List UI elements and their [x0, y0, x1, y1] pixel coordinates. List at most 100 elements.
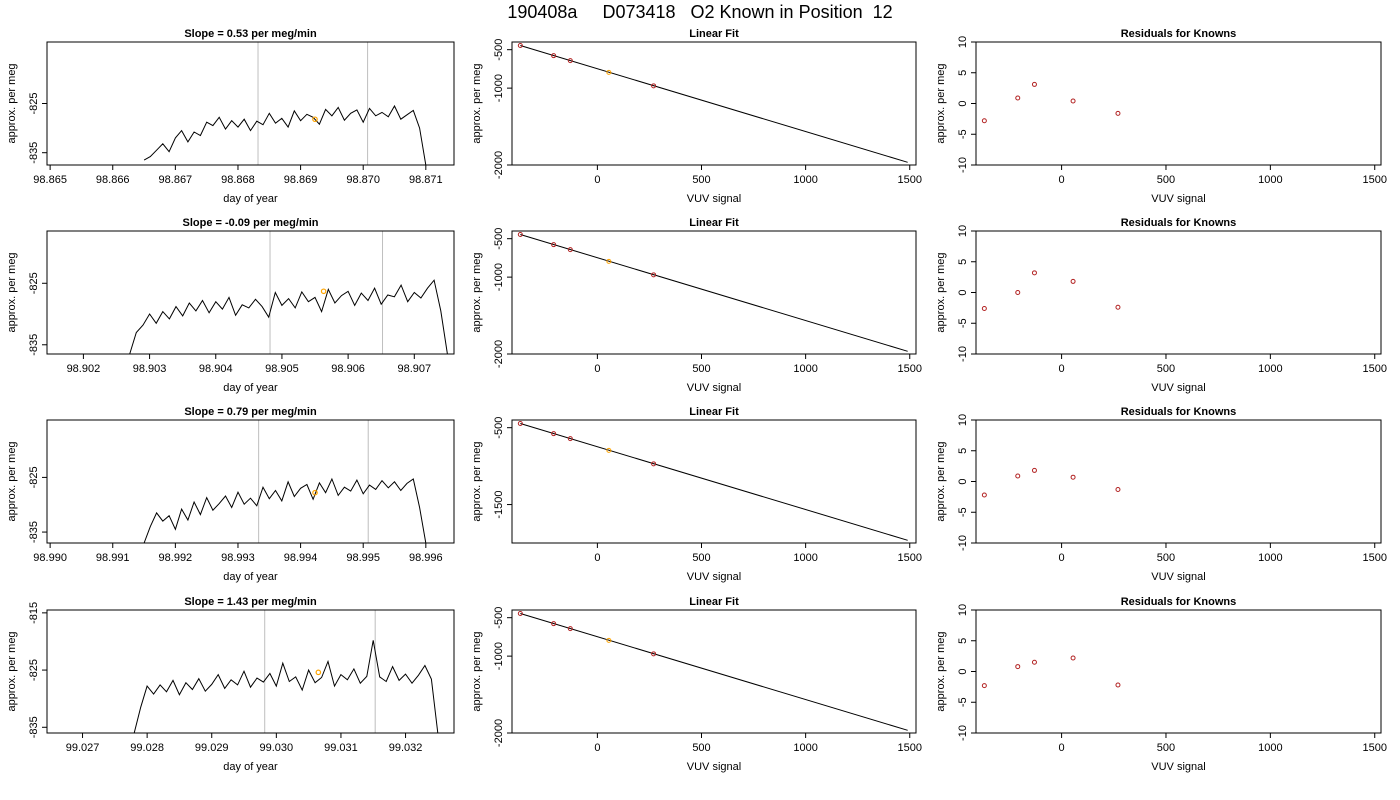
y-tick-label: -10 — [957, 535, 969, 551]
highlight-point — [315, 669, 322, 676]
plot-frame — [975, 230, 1382, 355]
x-tick-label: 99.028 — [130, 742, 164, 754]
x-tick-label: 98.866 — [96, 174, 130, 186]
series-line — [143, 104, 427, 165]
x-tick-label: 0 — [594, 552, 600, 564]
x-tick-label: 98.870 — [346, 174, 380, 186]
y-tick-label: -10 — [957, 157, 969, 173]
x-tick-label: 98.903 — [133, 363, 167, 375]
y-tick-label: 10 — [957, 604, 969, 616]
data-point — [1031, 659, 1037, 665]
plot-frame — [46, 419, 455, 544]
panel-title: Residuals for Knowns — [1121, 217, 1237, 229]
data-point — [567, 58, 573, 64]
x-tick-label: 1500 — [1362, 742, 1386, 754]
y-tick-label: 0 — [957, 100, 969, 106]
y-tick-label: -835 — [28, 521, 40, 543]
data-point — [1031, 81, 1037, 87]
panel-title: Linear Fit — [689, 596, 739, 608]
x-tick-label: 98.993 — [221, 552, 255, 564]
x-tick-label: 500 — [1157, 742, 1175, 754]
x-tick-label: 1000 — [793, 742, 817, 754]
panel-6: Residuals for Knowns 0 500 1000 1500 -10 -5 0 5 1… — [935, 217, 1387, 394]
fit-line — [520, 422, 908, 541]
y-tick-label: -2000 — [493, 719, 505, 747]
data-point — [651, 461, 657, 467]
panel-2: Linear Fit 0 500 1000 1500 -500 -1000 -2000 VUV … — [471, 28, 922, 205]
x-tick-label: 0 — [594, 742, 600, 754]
panel-5: Linear Fit 0 500 1000 1500 -500 -1000 -2000 VUV … — [471, 217, 922, 394]
y-tick-label: -500 — [493, 39, 505, 61]
data-point — [1070, 278, 1076, 284]
y-tick-label: 5 — [957, 70, 969, 76]
data-point — [1070, 98, 1076, 104]
x-tick-label: 99.029 — [195, 742, 229, 754]
y-tick-label: 10 — [957, 36, 969, 48]
x-axis-label: day of year — [223, 193, 278, 205]
x-tick-label: 500 — [1157, 174, 1175, 186]
x-tick-label: 98.994 — [284, 552, 318, 564]
x-tick-label: 0 — [1059, 742, 1065, 754]
x-tick-label: 98.869 — [284, 174, 318, 186]
highlight-point — [320, 288, 327, 295]
x-tick-label: 1000 — [1258, 552, 1282, 564]
panel-11: Linear Fit 0 500 1000 1500 -500 -1000 -2000 VUV … — [471, 596, 922, 773]
plot-frame — [511, 609, 917, 734]
data-point — [517, 420, 523, 426]
x-axis-label: VUV signal — [687, 193, 741, 205]
y-axis-label: approx. per meg — [935, 63, 947, 143]
panel-title: Linear Fit — [689, 217, 739, 229]
y-axis-label: approx. per meg — [935, 441, 947, 521]
x-tick-label: 0 — [1059, 552, 1065, 564]
y-tick-label: -10 — [957, 346, 969, 362]
data-point — [651, 83, 657, 89]
panel-4: Slope = -0.09 per meg/min 98.902 98.903 98.… — [6, 217, 455, 394]
y-axis-label: approx. per meg — [6, 441, 18, 521]
data-point — [567, 247, 573, 253]
panel-9: Residuals for Knowns 0 500 1000 1500 -10 -5 0 5 1… — [935, 406, 1387, 583]
y-axis-label: approx. per meg — [6, 63, 18, 143]
data-point — [551, 621, 557, 627]
plot-frame — [511, 419, 917, 544]
y-tick-label: 5 — [957, 448, 969, 454]
x-tick-label: 500 — [692, 552, 710, 564]
x-tick-label: 98.991 — [96, 552, 130, 564]
panel-title: Slope = -0.09 per meg/min — [182, 217, 318, 229]
x-tick-label: 98.868 — [221, 174, 255, 186]
data-point — [1015, 473, 1021, 479]
x-axis-label: VUV signal — [1151, 193, 1205, 205]
x-tick-label: 98.995 — [346, 552, 380, 564]
y-tick-label: -835 — [28, 334, 40, 356]
data-point — [1031, 467, 1037, 473]
y-tick-label: -2000 — [493, 151, 505, 179]
y-axis-label: approx. per meg — [471, 441, 483, 521]
x-tick-label: 1000 — [1258, 174, 1282, 186]
data-point — [606, 258, 612, 264]
x-tick-label: 1500 — [1362, 552, 1386, 564]
x-axis-label: day of year — [223, 571, 278, 583]
data-point — [551, 53, 557, 59]
fit-line — [520, 44, 908, 163]
x-tick-label: 98.871 — [409, 174, 443, 186]
x-tick-label: 1500 — [1362, 174, 1386, 186]
data-point — [567, 436, 573, 442]
x-tick-label: 99.030 — [260, 742, 294, 754]
y-tick-label: -825 — [28, 466, 40, 488]
y-tick-label: -825 — [28, 659, 40, 681]
plot-frame — [975, 419, 1382, 544]
y-tick-label: -5 — [957, 318, 969, 328]
y-tick-label: 5 — [957, 259, 969, 265]
series-line — [129, 279, 448, 354]
data-point — [651, 272, 657, 278]
panel-12: Residuals for Knowns 0 500 1000 1500 -10 -5 0 5 1… — [935, 596, 1387, 773]
data-point — [517, 231, 523, 237]
panel-title: Residuals for Knowns — [1121, 596, 1237, 608]
panel-title: Slope = 0.79 per meg/min — [184, 406, 317, 418]
y-tick-label: -1000 — [493, 74, 505, 102]
y-tick-label: -835 — [28, 716, 40, 738]
x-tick-label: 98.996 — [409, 552, 443, 564]
x-axis-label: VUV signal — [687, 571, 741, 583]
data-point — [1115, 304, 1121, 310]
y-tick-label: -815 — [28, 602, 40, 624]
y-tick-label: 0 — [957, 289, 969, 295]
